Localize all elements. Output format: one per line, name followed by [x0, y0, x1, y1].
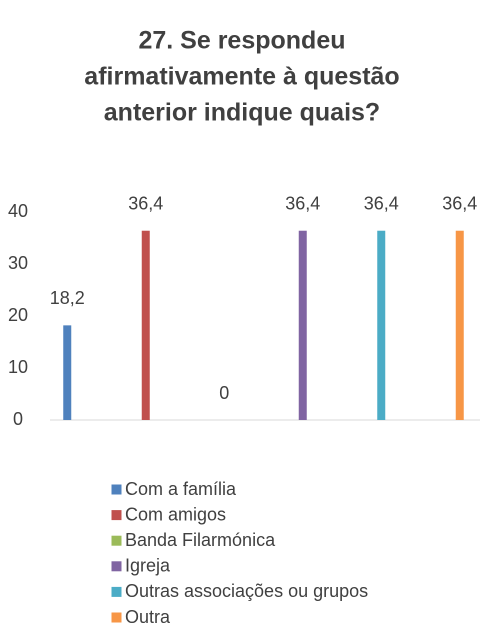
data-label: 36,4	[128, 193, 163, 213]
data-label: 0	[219, 383, 229, 403]
legend-swatch	[110, 534, 123, 547]
chart-title: afirmativamente à questão	[84, 63, 399, 91]
legend-label: Outras associações ou grupos	[125, 581, 368, 601]
bar	[63, 325, 72, 420]
legend-swatch	[110, 560, 123, 573]
legend-label: Banda Filarmónica	[125, 530, 276, 550]
data-label: 36,4	[364, 193, 399, 213]
y-tick-label: 0	[13, 409, 23, 429]
y-tick-label: 40	[8, 201, 28, 221]
y-tick-label: 10	[8, 357, 28, 377]
y-tick-label: 30	[8, 253, 28, 273]
legend-swatch	[110, 483, 123, 496]
bar	[298, 230, 307, 420]
legend-swatch	[110, 509, 123, 522]
chart-title: 27. Se respondeu	[138, 27, 345, 55]
legend-swatch	[110, 585, 123, 598]
chart-title: anterior indique quais?	[104, 99, 380, 127]
y-tick-label: 20	[8, 305, 28, 325]
legend-label: Igreja	[125, 556, 171, 576]
legend-label: Outra	[125, 607, 171, 627]
data-label: 18,2	[50, 288, 85, 308]
legend-label: Com a família	[125, 479, 237, 499]
bar	[455, 230, 464, 420]
data-label: 36,4	[442, 193, 477, 213]
bar	[377, 230, 386, 420]
legend-label: Com amigos	[125, 504, 226, 524]
bar	[141, 230, 150, 420]
legend-swatch	[110, 611, 123, 624]
data-label: 36,4	[285, 193, 320, 213]
